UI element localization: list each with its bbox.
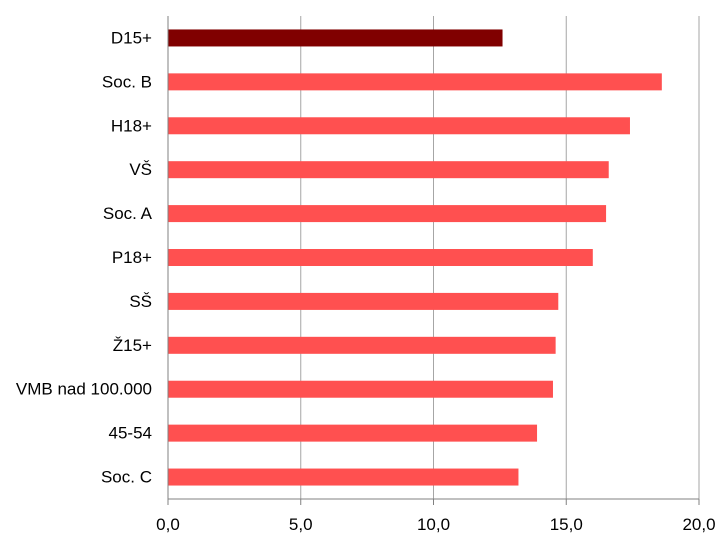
x-tick-label: 15,0 [550, 515, 583, 534]
category-labels: D15+ Soc. B H18+ VŠ Soc. A P18+ SŠ Ž15+ VMB nad … [16, 28, 153, 486]
bars [168, 29, 662, 486]
category-label: Soc. B [102, 72, 152, 91]
bar [168, 336, 556, 354]
category-label: VMB nad 100.000 [16, 380, 152, 399]
category-label: SŠ [129, 292, 152, 311]
bar [168, 117, 630, 135]
category-label: H18+ [111, 116, 152, 135]
x-tick-label: 5,0 [289, 515, 313, 534]
category-label: VŠ [129, 160, 152, 179]
bar [168, 380, 553, 398]
x-axis [167, 16, 700, 505]
category-label: D15+ [111, 28, 152, 47]
bar [168, 249, 593, 266]
bar [168, 424, 538, 442]
bar [168, 73, 662, 91]
category-label: Ž15+ [113, 336, 152, 355]
category-label: P18+ [112, 248, 152, 267]
x-tick-label: 20,0 [682, 515, 715, 534]
bar [168, 29, 503, 47]
category-label: Soc. A [103, 204, 153, 223]
bar [168, 292, 559, 310]
bar [168, 205, 607, 223]
bar [168, 161, 609, 179]
x-tick-labels: 0,0 5,0 10,0 15,0 20,0 [156, 515, 715, 534]
x-tick-label: 10,0 [417, 515, 450, 534]
x-tick-label: 0,0 [156, 515, 180, 534]
category-label: 45-54 [109, 424, 152, 443]
bar [168, 468, 519, 486]
category-label: Soc. C [101, 468, 152, 487]
